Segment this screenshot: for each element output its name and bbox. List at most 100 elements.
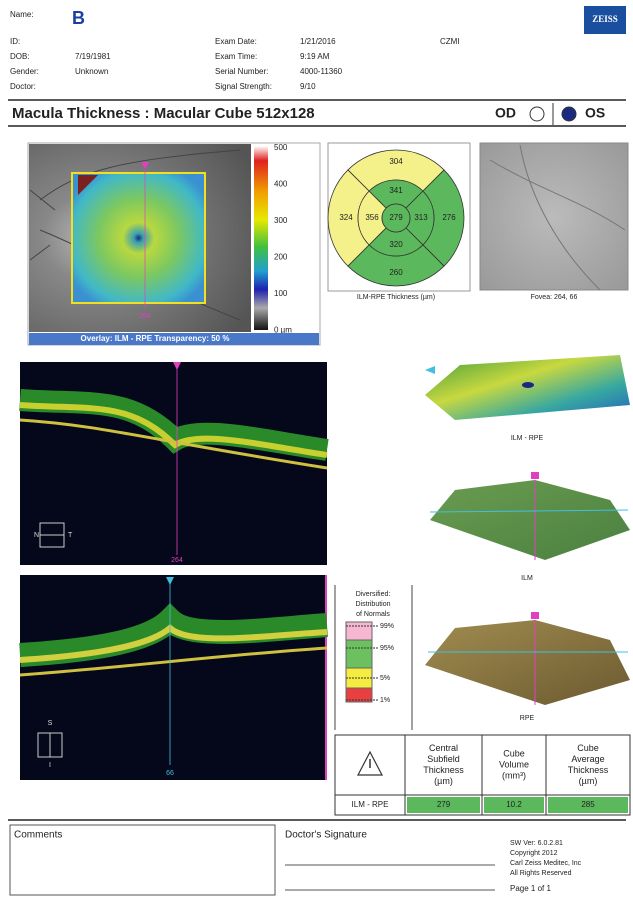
comments-box — [9, 824, 276, 896]
legend-level: 5% — [380, 675, 390, 682]
scan-line — [429, 509, 629, 513]
surface-rpe — [425, 620, 630, 705]
table-header: Volume — [499, 759, 529, 769]
bscan-marker: 264 — [171, 557, 183, 564]
table-header: Central — [429, 743, 458, 753]
field-label: Gender: — [10, 67, 39, 76]
software-line: All Rights Reserved — [510, 870, 572, 877]
field-label: DOB: — [10, 52, 30, 61]
value-cell — [407, 797, 480, 813]
field-label: ID: — [10, 37, 20, 46]
etdrs-value: 279 — [389, 213, 403, 222]
scale-label: 400 — [274, 180, 288, 189]
fovea-caption: Fovea: 264, 66 — [531, 294, 578, 301]
field-value: 1/21/2016 — [300, 37, 336, 46]
panel-letter: B — [72, 8, 85, 28]
field-value: Unknown — [75, 67, 108, 76]
title: Macula Thickness : Macular Cube 512x128 — [12, 105, 315, 122]
field-label: Serial Number: — [215, 67, 268, 76]
field-value: 9:19 AM — [300, 52, 330, 61]
etdrs-value: 304 — [389, 157, 403, 166]
overlay-caption: Overlay: ILM - RPE Transparency: 50 % — [81, 334, 230, 343]
field-value: 9/10 — [300, 82, 316, 91]
bscan-vertical — [20, 575, 327, 780]
surface-label: ILM — [521, 575, 533, 582]
table-header: Subfield — [427, 754, 460, 764]
table-header: Cube — [577, 743, 599, 753]
scale-label: 100 — [274, 289, 288, 298]
scale-label: 200 — [274, 253, 288, 262]
field-label: Doctor: — [10, 82, 36, 91]
etdrs-value: 313 — [414, 213, 428, 222]
comments-label: Comments — [14, 830, 62, 841]
thickness-overlay — [71, 172, 206, 304]
logo: ZEISS — [592, 14, 618, 24]
table-header: (µm) — [579, 776, 598, 786]
od-radio — [529, 106, 545, 122]
signature-label: Doctor's Signature — [285, 830, 367, 841]
eye-os: OS — [585, 105, 605, 121]
legend-title: Distribution — [355, 601, 390, 608]
field-label: Exam Date: — [215, 37, 257, 46]
orientation-n: N — [34, 532, 39, 539]
table-value: 285 — [581, 800, 595, 809]
site: CZMI — [440, 37, 460, 46]
table-value: 279 — [437, 800, 451, 809]
overlay-bar — [29, 333, 319, 345]
band-normal — [345, 639, 373, 669]
scale-label: 300 — [274, 216, 288, 225]
table-header: (µm) — [434, 776, 453, 786]
field-value: 7/19/1981 — [75, 52, 111, 61]
legend-level: 99% — [380, 623, 394, 630]
legend-level: 1% — [380, 697, 390, 704]
surface-label: RPE — [520, 715, 535, 722]
surface-ilm — [430, 480, 630, 560]
row-label: ILM - RPE — [352, 800, 389, 809]
table-header: Average — [571, 754, 604, 764]
table-header: (mm³) — [502, 770, 526, 780]
scale-label: 0 µm — [274, 326, 292, 335]
bscan-marker: 66 — [166, 770, 174, 777]
software-line: Carl Zeiss Meditec, Inc — [510, 860, 582, 867]
band-below-1 — [345, 687, 373, 703]
table-header: Cube — [503, 748, 525, 758]
legend-title: Diversified: — [356, 591, 391, 598]
orientation-t: T — [68, 532, 73, 539]
software-line: SW Ver: 6.0.2.81 — [510, 840, 563, 847]
etdrs-value: 320 — [389, 240, 403, 249]
rpe-layer — [19, 418, 328, 470]
table-header: Thickness — [423, 765, 464, 775]
value-cell — [484, 797, 544, 813]
os-radio — [561, 106, 577, 122]
scan-marker — [141, 162, 149, 169]
fovea-image — [479, 142, 629, 291]
scan-marker — [531, 612, 539, 619]
etdrs-value: 324 — [339, 213, 353, 222]
legend-level: 95% — [380, 645, 394, 652]
table-header: Thickness — [568, 765, 609, 775]
scan-marker — [166, 577, 174, 585]
surface-marker — [425, 366, 435, 374]
table-value: 10.2 — [506, 800, 522, 809]
scan-marker — [173, 362, 181, 370]
etdrs-value: 356 — [365, 213, 379, 222]
warning-icon — [357, 750, 383, 776]
retina-band — [19, 389, 329, 461]
value-cell — [548, 797, 628, 813]
eye-od: OD — [495, 105, 516, 121]
color-scale — [254, 146, 268, 330]
legend-title: of Normals — [356, 611, 390, 618]
etdrs-value: 260 — [389, 268, 403, 277]
logo-box — [584, 6, 626, 34]
orientation-i: I — [49, 762, 51, 769]
etdrs-value: 276 — [442, 213, 456, 222]
etdrs-caption: ILM-RPE Thickness (µm) — [357, 294, 435, 301]
vessels — [489, 144, 626, 291]
field-label: Exam Time: — [215, 52, 257, 61]
fundus-marker: 264 — [139, 313, 151, 320]
etdrs-value: 341 — [389, 186, 403, 195]
field-value: 4000-11360 — [300, 67, 343, 76]
scale-label: 500 — [274, 143, 288, 152]
surface-label: ILM - RPE — [511, 435, 544, 442]
